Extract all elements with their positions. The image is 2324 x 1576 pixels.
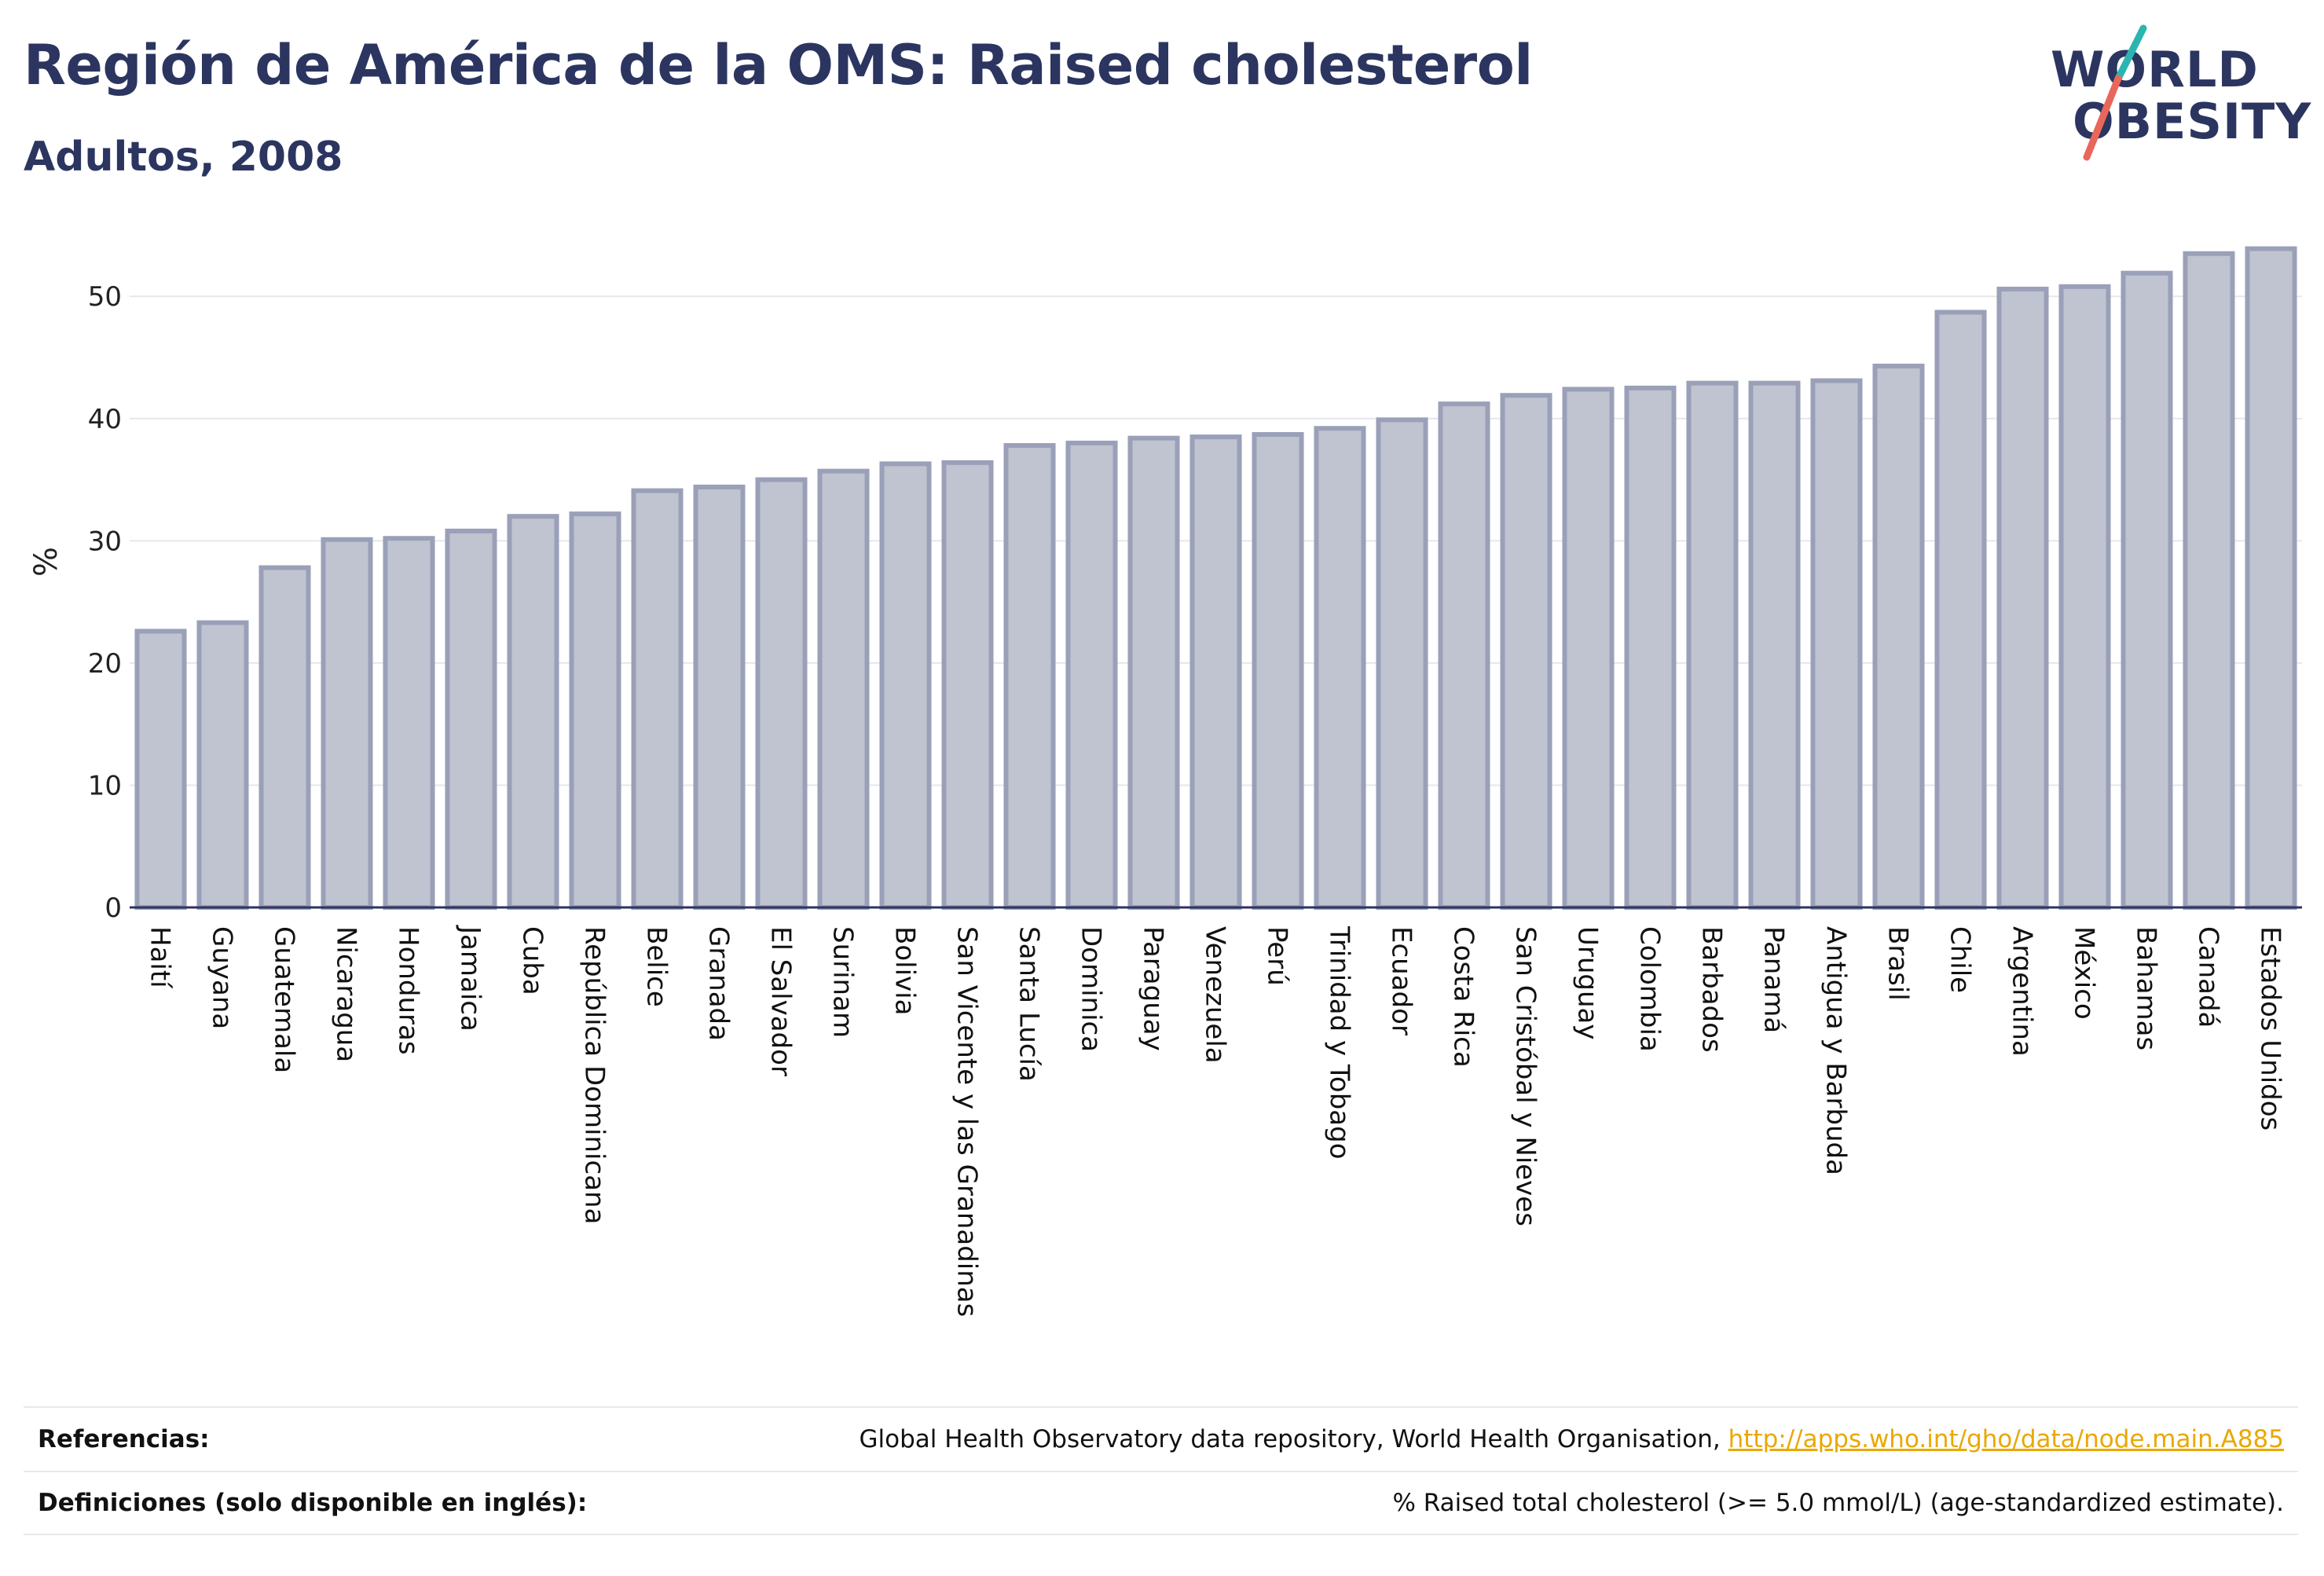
y-tick-label: 50 — [88, 281, 122, 313]
x-tick-label: Bolivia — [889, 926, 921, 1015]
bar[interactable] — [1810, 378, 1863, 910]
bar[interactable] — [879, 461, 932, 910]
y-tick-label: 30 — [88, 526, 122, 557]
bar[interactable] — [1252, 432, 1304, 910]
references-row: Referencias: Global Health Observatory d… — [24, 1406, 2298, 1471]
definitions-row: Definiciones (solo disponible en inglés)… — [24, 1471, 2298, 1535]
x-tick-label: República Dominicana — [579, 926, 610, 1224]
x-tick-label: Paraguay — [1138, 926, 1169, 1051]
bar[interactable] — [1686, 380, 1739, 910]
bar[interactable] — [2245, 246, 2297, 910]
chart-subtitle: Adultos, 2008 — [24, 134, 343, 181]
bar[interactable] — [631, 488, 684, 910]
bar[interactable] — [941, 460, 994, 910]
bar[interactable] — [196, 620, 249, 910]
x-tick-label: Brasil — [1882, 926, 1914, 1001]
world-obesity-logo: WORLD OBESITY — [2051, 24, 2311, 165]
references-label: Referencias: — [38, 1425, 210, 1453]
bar[interactable] — [1934, 310, 1987, 910]
bar[interactable] — [383, 536, 435, 910]
y-tick-labels: 0 10 20 30 40 50 — [88, 281, 122, 924]
x-tick-label: Estados Unidos — [2255, 926, 2286, 1131]
bar[interactable] — [1748, 380, 1801, 910]
bar[interactable] — [1624, 385, 1677, 910]
bar[interactable] — [1003, 443, 1056, 910]
definitions-label: Definiciones (solo disponible en inglés)… — [38, 1489, 588, 1517]
bar[interactable] — [2058, 284, 2111, 910]
bar[interactable] — [1314, 426, 1366, 910]
x-tick-label: Surinam — [827, 926, 859, 1038]
x-tick-label: Honduras — [393, 926, 424, 1055]
bar[interactable] — [1189, 434, 1242, 910]
logo-line1: WORLD — [2051, 41, 2259, 98]
x-tick-label: Perú — [1262, 926, 1293, 986]
x-tick-label: Cuba — [517, 926, 548, 995]
bar[interactable] — [258, 565, 311, 910]
bar[interactable] — [755, 477, 808, 910]
x-tick-label: Belice — [641, 926, 673, 1007]
bar[interactable] — [817, 468, 870, 910]
bar[interactable] — [321, 537, 373, 910]
x-tick-labels: Haití Guyana Guatemala Nicaragua Honduras Jam… — [145, 925, 2286, 1317]
bar[interactable] — [1562, 387, 1615, 910]
bar[interactable] — [1127, 435, 1180, 910]
x-tick-label: San Vicente y las Granadinas — [951, 926, 983, 1317]
x-tick-label: Uruguay — [1572, 926, 1604, 1040]
bar[interactable] — [1438, 401, 1490, 910]
bar[interactable] — [2183, 251, 2235, 910]
y-tick-label: 10 — [88, 770, 122, 801]
x-tick-label: El Salvador — [765, 926, 797, 1076]
bar[interactable] — [134, 629, 187, 910]
y-axis-label: % — [28, 547, 64, 577]
x-tick-label: Argentina — [2007, 926, 2038, 1057]
x-tick-label: Venezuela — [1200, 926, 1231, 1064]
x-tick-label: Chile — [1945, 926, 1976, 993]
x-tick-label: Antigua y Barbuda — [1820, 926, 1852, 1175]
x-tick-label: Guatemala — [269, 926, 300, 1073]
bar-chart: 0 10 20 30 40 50 Haití Guyana Guatemala Nicaragu… — [28, 246, 2302, 1317]
bar[interactable] — [693, 484, 746, 910]
chart-title: Región de América de la OMS: Raised chol… — [24, 33, 1533, 97]
x-tick-label: Dominica — [1076, 926, 1107, 1052]
x-tick-label: Haití — [145, 926, 176, 989]
bar[interactable] — [2121, 270, 2173, 910]
references-value: Global Health Observatory data repositor… — [860, 1425, 2284, 1453]
bar[interactable] — [569, 511, 621, 910]
x-tick-label: Costa Rica — [1448, 926, 1479, 1068]
x-tick-label: Barbados — [1696, 926, 1728, 1053]
y-tick-label: 20 — [88, 648, 122, 680]
bar[interactable] — [1996, 286, 2049, 910]
x-tick-label: Colombia — [1634, 926, 1666, 1052]
bar[interactable] — [1872, 363, 1925, 910]
bar[interactable] — [1500, 393, 1552, 910]
x-tick-label: Guyana — [207, 926, 238, 1029]
bar[interactable] — [1065, 440, 1118, 910]
x-tick-label: Jamaica — [455, 925, 486, 1032]
bar[interactable] — [1376, 417, 1428, 910]
x-tick-label: Nicaragua — [331, 926, 362, 1062]
x-tick-label: Granada — [703, 926, 735, 1041]
bar[interactable] — [445, 528, 497, 911]
x-tick-label: Panamá — [1758, 926, 1790, 1033]
definitions-text: % Raised total cholesterol (>= 5.0 mmol/… — [1392, 1489, 2284, 1517]
x-tick-label: Santa Lucía — [1014, 926, 1045, 1082]
bars — [134, 246, 2297, 911]
x-tick-label: Bahamas — [2131, 926, 2162, 1050]
references-link[interactable]: http://apps.who.int/gho/data/node.main.A… — [1728, 1425, 2284, 1453]
y-tick-label: 40 — [88, 404, 122, 435]
logo-slash-icon — [2083, 24, 2147, 161]
bar[interactable] — [507, 514, 559, 910]
x-tick-label: San Cristóbal y Nieves — [1510, 926, 1541, 1226]
y-tick-label: 0 — [104, 892, 122, 924]
references-text: Global Health Observatory data repositor… — [859, 1425, 1728, 1453]
x-tick-label: Ecuador — [1386, 926, 1417, 1035]
x-tick-label: México — [2069, 926, 2100, 1020]
x-tick-label: Trinidad y Tobago — [1324, 925, 1355, 1160]
x-tick-label: Canadá — [2193, 926, 2224, 1028]
